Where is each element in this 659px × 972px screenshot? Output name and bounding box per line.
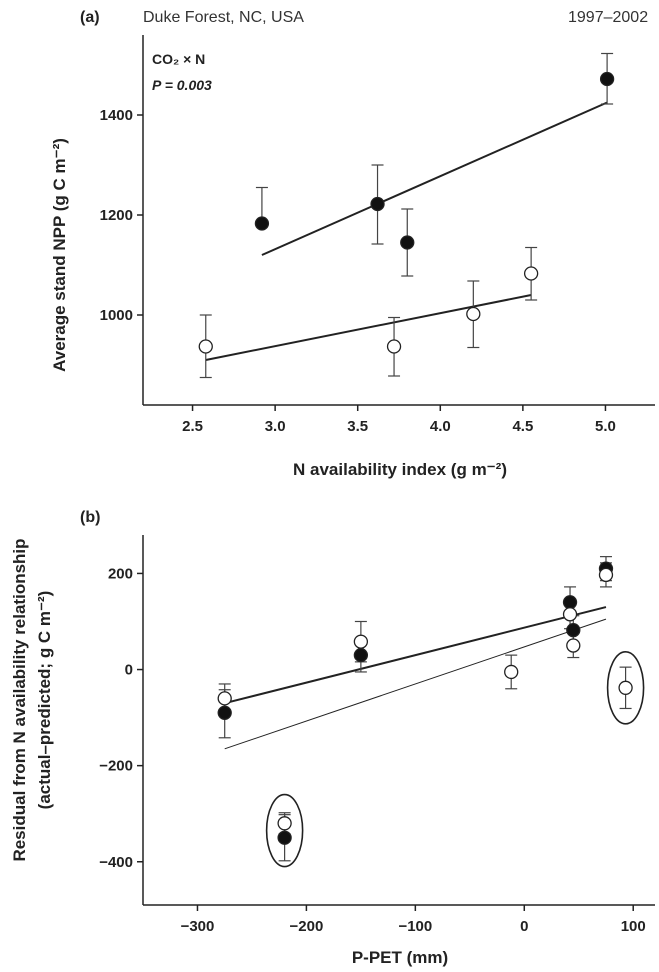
x-tick-label: 0 xyxy=(520,918,528,935)
ambient-co2-fit-line xyxy=(224,618,607,750)
ambient-co2-point xyxy=(598,567,614,583)
ambient-co2-point xyxy=(198,339,213,354)
ambient-co2-point xyxy=(386,339,402,354)
x-tick-label: 3.0 xyxy=(265,418,286,435)
panel-b-y-axis-title-line2: (actual–predicted; g C m⁻²) xyxy=(35,591,54,810)
ambient-co2-point xyxy=(618,680,633,695)
y-tick-label: 200 xyxy=(108,565,133,582)
elevated-co2-point xyxy=(217,705,232,720)
outlier-ellipse xyxy=(606,651,645,725)
panel-a-x-axis-title: N availability index (g m⁻²) xyxy=(293,460,507,479)
elevated-co2-fit-line xyxy=(224,606,607,705)
p-value-annotation: P = 0.003 xyxy=(152,77,212,93)
ambient-co2-point xyxy=(562,607,578,622)
x-tick-label: 2.5 xyxy=(182,418,203,435)
x-tick-label: 5.0 xyxy=(595,418,616,435)
x-tick-label: 4.5 xyxy=(512,418,533,435)
ambient-co2-point xyxy=(504,664,519,680)
ambient-co2-fit-line xyxy=(205,294,532,361)
elevated-co2-point xyxy=(566,622,581,638)
elevated-co2-point xyxy=(400,235,415,250)
panel-b-y-axis-title-line1: Residual from N availability relationshi… xyxy=(10,538,29,861)
ambient-co2-point xyxy=(466,306,481,322)
panel-b-plot: −300 −200 −100 0 100 −400 −200 0 200 xyxy=(99,535,655,935)
x-tick-label: 100 xyxy=(621,918,646,935)
elevated-co2-point xyxy=(599,71,615,87)
y-tick-label: −200 xyxy=(99,758,133,775)
elevated-co2-point xyxy=(254,216,270,231)
x-tick-label: 3.5 xyxy=(347,418,368,435)
ambient-co2-point xyxy=(353,634,369,649)
y-tick-label: 0 xyxy=(125,662,133,679)
y-tick-label: 1000 xyxy=(100,307,133,324)
panel-a-label: (a) xyxy=(80,9,100,26)
elevated-co2-point xyxy=(370,196,385,212)
elevated-co2-fit-line xyxy=(261,101,608,256)
x-tick-label: −200 xyxy=(290,918,324,935)
elevated-co2-point xyxy=(353,647,369,663)
ambient-co2-point xyxy=(217,691,232,706)
elevated-co2-point xyxy=(562,595,578,610)
x-tick-label: −100 xyxy=(398,918,432,935)
period-label: 1997–2002 xyxy=(568,9,648,26)
outlier-ellipse xyxy=(265,793,304,868)
y-tick-label: 1400 xyxy=(100,107,133,124)
ambient-co2-point xyxy=(566,638,581,653)
x-tick-label: −300 xyxy=(181,918,215,935)
panel-b-x-axis-title: P-PET (mm) xyxy=(352,948,448,967)
interaction-annotation: CO₂ × N xyxy=(152,51,205,67)
x-tick-label: 4.0 xyxy=(430,418,451,435)
ambient-co2-point xyxy=(277,816,292,831)
site-title: Duke Forest, NC, USA xyxy=(143,9,304,26)
y-tick-label: −400 xyxy=(99,854,133,871)
panel-a-y-axis-title: Average stand NPP (g C m⁻²) xyxy=(50,138,69,372)
y-tick-label: 1200 xyxy=(100,207,133,224)
ambient-co2-point xyxy=(523,266,539,281)
elevated-co2-point xyxy=(277,830,292,845)
panel-b-label: (b) xyxy=(80,509,100,526)
panel-a-plot: 2.5 3.0 3.5 4.0 4.5 5.0 1000 1200 1400 xyxy=(100,35,655,435)
